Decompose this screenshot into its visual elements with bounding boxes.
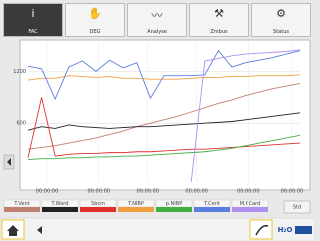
y-tick-label: 1200 bbox=[13, 69, 26, 75]
legend-swatch bbox=[232, 207, 268, 212]
legend-label: T.Ward bbox=[51, 201, 69, 207]
legend-label: T.NIBP bbox=[127, 201, 144, 207]
x-tick-label: 00:00:00 bbox=[36, 189, 58, 195]
x-tick-label: 00:00:00 bbox=[237, 189, 259, 195]
status-indicator bbox=[295, 226, 312, 234]
legend-swatch bbox=[4, 207, 40, 212]
legend-swatch bbox=[80, 207, 116, 212]
status-label: H₂O bbox=[278, 226, 293, 234]
x-tick-label: 00:00:00 bbox=[281, 189, 303, 195]
legend-label: T.Cent bbox=[203, 201, 220, 207]
x-tick-label: 00:00:00 bbox=[185, 189, 207, 195]
side-button-label: Std bbox=[293, 205, 301, 211]
screen: iFAC✋DEG〰Analyse⚒Zmbus⚙Status 600120000:… bbox=[0, 0, 315, 241]
legend-label: Sbcm bbox=[91, 201, 105, 207]
legend-swatch bbox=[194, 207, 230, 212]
x-tick-label: 00:00:00 bbox=[87, 189, 109, 195]
y-tick-label: 600 bbox=[16, 121, 26, 127]
plot-area bbox=[20, 40, 310, 190]
phone-button[interactable] bbox=[250, 220, 272, 239]
x-tick-label: 00:00:00 bbox=[136, 189, 158, 195]
legend-label: M.f.Card bbox=[240, 201, 261, 207]
legend-swatch bbox=[118, 207, 154, 212]
legend-label: p.NIBP bbox=[166, 201, 182, 207]
chart: 600 1200 00:00:00 00:00:00 00:00:00 00:00:00 0… bbox=[0, 0, 315, 241]
legend-label: T.Vent bbox=[13, 201, 29, 207]
legend-swatch bbox=[156, 207, 192, 212]
legend-swatch bbox=[42, 207, 78, 212]
